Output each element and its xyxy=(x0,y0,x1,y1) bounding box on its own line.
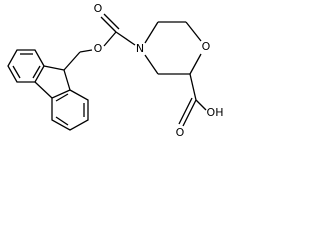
atom-label: O xyxy=(176,126,185,139)
bond xyxy=(115,31,136,46)
bond xyxy=(185,21,202,42)
double-bond xyxy=(32,65,41,79)
atom-label: N xyxy=(136,42,144,55)
atom-label: OH xyxy=(207,106,224,119)
double-bond xyxy=(182,99,197,127)
bond xyxy=(43,65,65,71)
double-bond xyxy=(55,93,69,102)
benzene-ring xyxy=(51,89,89,131)
bond xyxy=(79,49,93,53)
double-bond xyxy=(100,16,117,33)
atom-labels: O O N O O OH xyxy=(94,2,224,139)
double-bond xyxy=(103,13,120,30)
bond xyxy=(144,21,159,44)
double-bond xyxy=(55,116,69,126)
bond xyxy=(144,54,159,75)
bond xyxy=(195,99,207,111)
bonds xyxy=(7,13,207,131)
structure-diagram: O O N O O OH xyxy=(7,2,224,139)
bond xyxy=(63,51,81,71)
bond xyxy=(34,81,53,99)
atom-label: O xyxy=(94,42,103,55)
bond xyxy=(103,31,117,47)
atom-label: O xyxy=(202,40,211,53)
bond xyxy=(189,73,197,101)
bond xyxy=(63,69,71,91)
double-bond xyxy=(178,97,193,125)
double-bond xyxy=(12,65,21,79)
bond xyxy=(189,53,202,75)
atom-label: O xyxy=(94,2,103,15)
